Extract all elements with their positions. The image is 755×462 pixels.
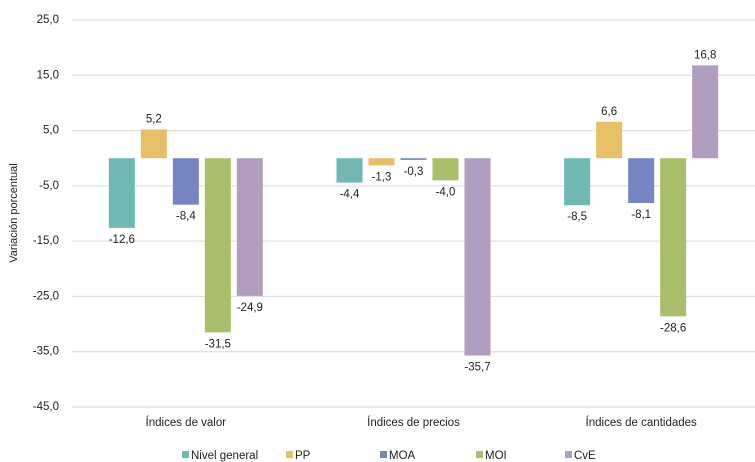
y-tick-label: -45,0 (33, 401, 59, 413)
bar (596, 121, 623, 159)
bar (564, 158, 591, 206)
value-label: -35,7 (464, 362, 490, 374)
value-label: -1,3 (372, 171, 392, 183)
legend-label: MOI (485, 450, 507, 462)
y-tick-label: -35,0 (33, 346, 59, 358)
value-label: 5,2 (146, 113, 162, 125)
legend-swatch (182, 451, 189, 458)
bar (400, 158, 427, 160)
y-axis-title: Variación porcentual (8, 163, 20, 262)
bar (204, 158, 231, 333)
value-label: -28,6 (660, 322, 686, 334)
bar (236, 158, 263, 296)
legend-swatch (286, 451, 293, 458)
bar (368, 158, 395, 166)
bar (172, 158, 199, 205)
legend-label: MOA (389, 450, 416, 462)
value-label: 6,6 (601, 106, 617, 118)
y-tick-label: -5,0 (39, 180, 59, 192)
legend-label: Nivel general (191, 450, 258, 462)
value-label: -4,4 (340, 189, 360, 201)
y-tick-label: 5,0 (43, 125, 59, 137)
x-tick-label: Índices de precios (367, 416, 460, 429)
bar (660, 158, 687, 317)
bar (336, 158, 363, 183)
legend-swatch (380, 451, 387, 458)
value-label: -12,6 (109, 234, 135, 246)
bar (108, 158, 135, 228)
x-tick-label: Índices de cantidades (586, 416, 697, 429)
y-tick-label: -15,0 (33, 235, 59, 247)
value-label: -4,0 (436, 186, 456, 198)
bar (628, 158, 655, 203)
value-label: -24,9 (237, 302, 263, 314)
bar (464, 158, 491, 356)
y-tick-label: 25,0 (37, 14, 59, 26)
y-tick-label: 15,0 (37, 69, 59, 81)
value-label: 16,8 (694, 49, 716, 61)
bar (692, 65, 719, 159)
bar (140, 129, 167, 159)
value-label: -0,3 (404, 166, 424, 178)
value-label: -8,4 (176, 211, 196, 223)
x-tick-label: Índices de valor (146, 416, 227, 429)
legend-swatch (476, 451, 483, 458)
legend-label: CvE (574, 450, 596, 462)
bar (432, 158, 459, 181)
value-label: -8,5 (567, 211, 587, 223)
value-label: -8,1 (631, 209, 651, 221)
y-tick-label: -25,0 (33, 290, 59, 302)
legend-label: PP (295, 450, 311, 462)
legend-swatch (565, 451, 572, 458)
value-label: -31,5 (205, 338, 231, 350)
